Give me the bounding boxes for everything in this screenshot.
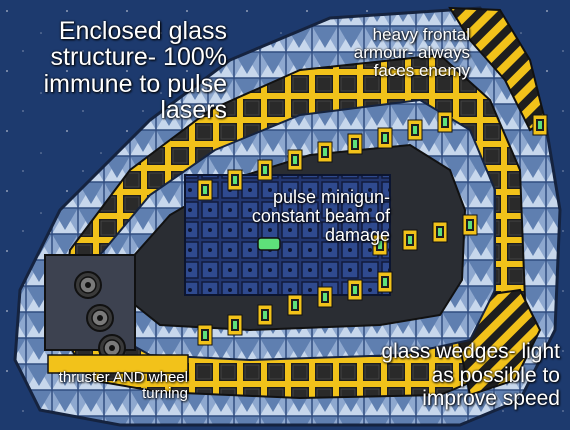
annotation-thruster-wheel: thruster AND wheel turning (58, 369, 188, 402)
annotation-frontal-armour: heavy frontal armour- always faces enemy (353, 25, 470, 80)
core-block (184, 174, 391, 296)
annotation-glass-structure: Enclosed glass structure- 100% immune to… (43, 17, 227, 124)
core-cockpit-icon (257, 237, 281, 251)
annotation-glass-wedges: glass wedges- light as possible to impro… (381, 340, 560, 411)
rear-engine-block (44, 254, 136, 351)
engine-rail (47, 354, 189, 374)
turret-tip (532, 114, 548, 136)
annotation-pulse-minigun: pulse minigun- constant beam of damage (251, 187, 390, 245)
